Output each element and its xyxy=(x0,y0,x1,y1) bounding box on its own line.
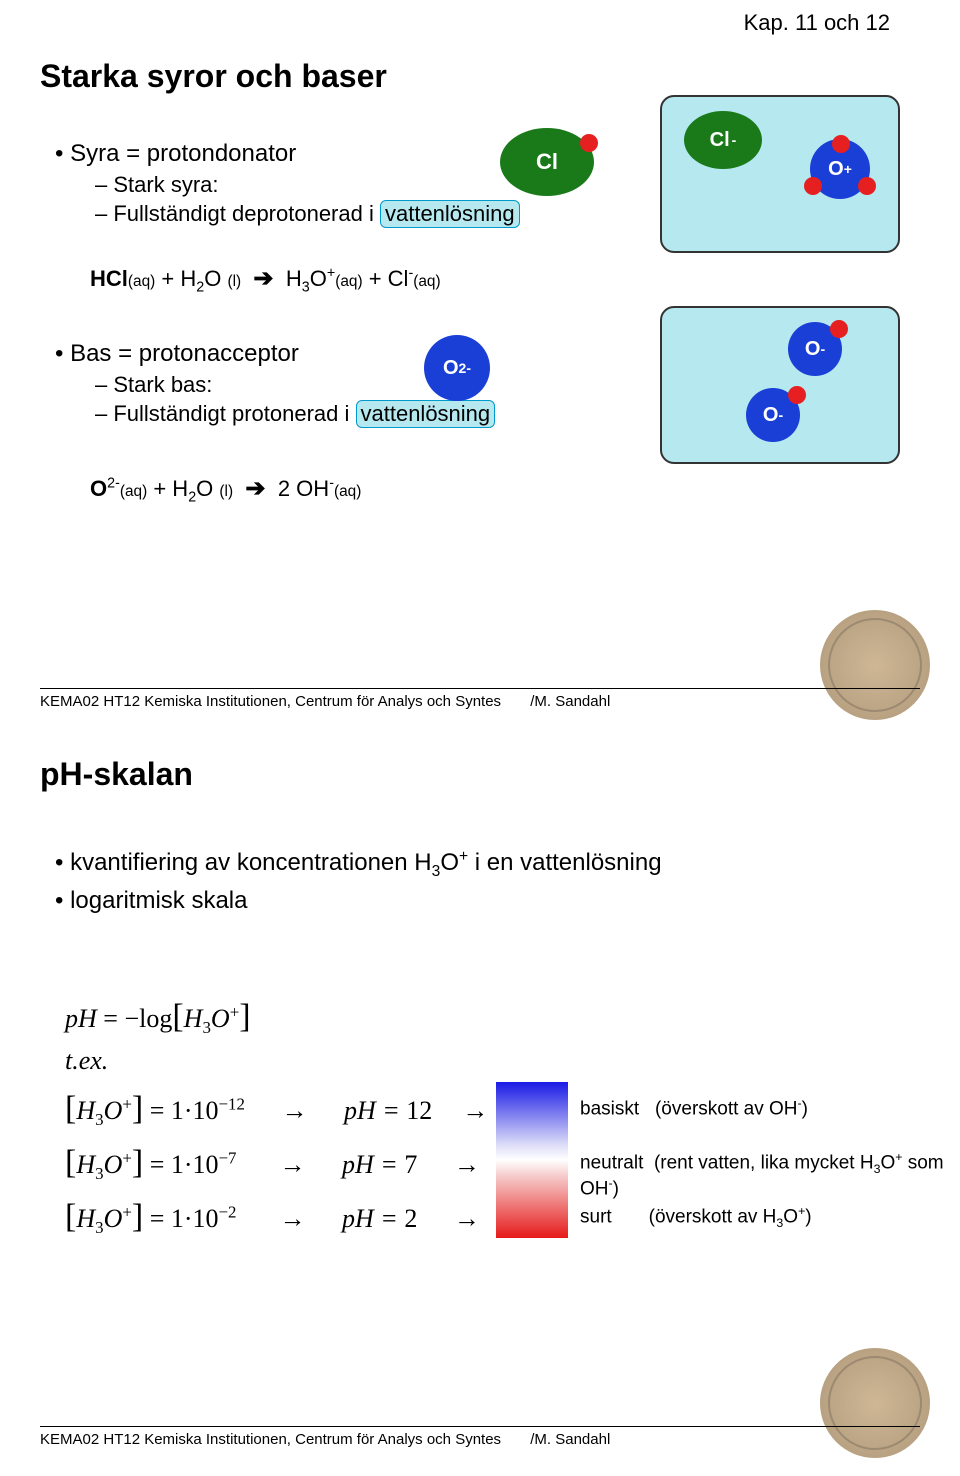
slide-1: Kap. 11 och 12 Starka syror och baser Sy… xyxy=(0,0,960,738)
equation-base: O2-(aq) + H2O (l) ➔ 2 OH-(aq) xyxy=(90,474,361,505)
proton-box: vattenlösning xyxy=(356,400,496,428)
slide1-title: Starka syror och baser xyxy=(40,58,387,95)
equation-acid: HCl(aq) + H2O (l) ➔ H3O+(aq) + Cl-(aq) xyxy=(90,264,441,295)
slide1-footer: KEMA02 HT12 Kemiska Institutionen, Centr… xyxy=(40,688,920,710)
ph-example-row-1: [H3O+] = 1·10−12 pH = 12 xyxy=(65,1090,505,1130)
footer-author: /M. Sandahl xyxy=(530,1431,610,1448)
oh-neg-icon: O- xyxy=(788,322,842,376)
cl-molecule-icon: Cl xyxy=(500,128,594,196)
chapter-label: Kap. 11 och 12 xyxy=(744,10,890,36)
solution-box-base: O- O- xyxy=(660,306,900,464)
bullet-syra: Syra = protondonator xyxy=(55,140,575,168)
annot-acidic: surt (överskott av H3O+) xyxy=(580,1204,812,1230)
bullet-protonerad: Fullständigt protonerad i vattenlösning xyxy=(95,400,575,428)
annot-neutral: neutralt (rent vatten, lika mycket H3O+ … xyxy=(580,1150,960,1200)
ph-gradient-bar xyxy=(496,1082,568,1238)
slide2-bullets: kvantifiering av koncentrationen H3O+ i … xyxy=(55,848,662,915)
ph-definition: pH = −log[H3O+] xyxy=(65,998,251,1038)
arrow-icon: ➔ xyxy=(245,475,265,502)
bullet-deprotonerad: Fullständigt deprotonerad i vattenlösnin… xyxy=(95,200,575,228)
deproton-prefix: Fullständigt deprotonerad i xyxy=(113,201,380,226)
arrow-icon xyxy=(264,1095,324,1126)
arrow-icon: ➔ xyxy=(253,265,273,292)
bullet-bas: Bas = protonacceptor xyxy=(55,340,575,368)
slide2-title: pH-skalan xyxy=(40,756,193,793)
o2neg-molecule-icon: O2- xyxy=(424,335,490,401)
arrow-icon xyxy=(437,1203,497,1234)
ph-example-row-2: [H3O+] = 1·10−7 pH = 7 xyxy=(65,1144,497,1184)
proton-dot-icon xyxy=(788,386,806,404)
proton-dot-icon xyxy=(580,134,598,152)
solution-box-acid: Cl- O+ xyxy=(660,95,900,253)
bullet-stark-bas: Stark bas: xyxy=(95,372,575,398)
proton-dot-icon xyxy=(858,177,876,195)
h3o-plus-icon: O+ xyxy=(810,139,870,199)
tex-label: t.ex. xyxy=(65,1046,108,1076)
proton-dot-icon xyxy=(830,320,848,338)
footer-institution: KEMA02 HT12 Kemiska Institutionen, Centr… xyxy=(40,693,501,710)
slide-2: pH-skalan kvantifiering av koncentration… xyxy=(0,738,960,1476)
arrow-icon xyxy=(263,1149,323,1180)
arrow-icon xyxy=(437,1149,497,1180)
acid-block: Syra = protondonator Stark syra: Fullstä… xyxy=(55,140,575,228)
oh-neg-icon: O- xyxy=(746,388,800,442)
bullet-log-skala: logaritmisk skala xyxy=(55,887,662,915)
base-block: Bas = protonacceptor Stark bas: Fullstän… xyxy=(55,340,575,428)
bullet-stark-syra: Stark syra: xyxy=(95,172,575,198)
footer-institution: KEMA02 HT12 Kemiska Institutionen, Centr… xyxy=(40,1431,501,1448)
deproton-box: vattenlösning xyxy=(380,200,520,228)
bullet-kvantifiering: kvantifiering av koncentrationen H3O+ i … xyxy=(55,848,662,881)
slide2-footer: KEMA02 HT12 Kemiska Institutionen, Centr… xyxy=(40,1426,920,1448)
ph-example-row-3: [H3O+] = 1·10−2 pH = 2 xyxy=(65,1198,497,1238)
proton-dot-icon xyxy=(832,135,850,153)
annot-basic: basiskt (överskott av OH-) xyxy=(580,1096,808,1120)
proton-dot-icon xyxy=(804,177,822,195)
proton-prefix: Fullständigt protonerad i xyxy=(113,401,355,426)
footer-author: /M. Sandahl xyxy=(530,693,610,710)
arrow-icon xyxy=(263,1203,323,1234)
cl-neg-icon: Cl- xyxy=(684,111,762,169)
